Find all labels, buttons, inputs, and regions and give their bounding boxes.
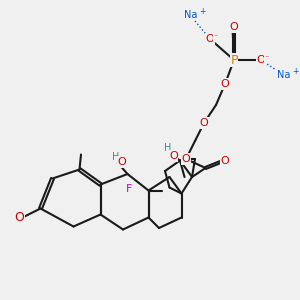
Text: +: + — [292, 67, 298, 76]
Text: O: O — [200, 118, 208, 128]
Text: P: P — [230, 53, 238, 67]
Text: O: O — [206, 34, 214, 44]
Text: O: O — [182, 154, 190, 164]
Text: F: F — [126, 184, 132, 194]
Text: ⁻: ⁻ — [264, 54, 268, 63]
Text: O: O — [220, 79, 230, 89]
Text: H: H — [164, 143, 172, 154]
Text: +: + — [199, 7, 205, 16]
Text: H: H — [112, 152, 119, 163]
Text: O: O — [230, 22, 238, 32]
Text: ⁻: ⁻ — [213, 33, 218, 42]
Text: O: O — [169, 151, 178, 161]
Text: O: O — [117, 157, 126, 167]
Text: O: O — [256, 55, 266, 65]
Text: O: O — [220, 155, 230, 166]
Text: Na: Na — [277, 70, 290, 80]
Text: O: O — [15, 211, 24, 224]
Text: Na: Na — [184, 10, 197, 20]
